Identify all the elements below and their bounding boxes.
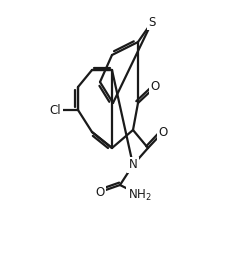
Text: NH$_2$: NH$_2$ [128,187,151,203]
Text: Cl: Cl [49,104,60,116]
Text: N: N [128,159,137,172]
Text: O: O [158,125,167,138]
Text: O: O [150,81,159,94]
Text: O: O [95,186,104,199]
Text: S: S [148,16,155,29]
